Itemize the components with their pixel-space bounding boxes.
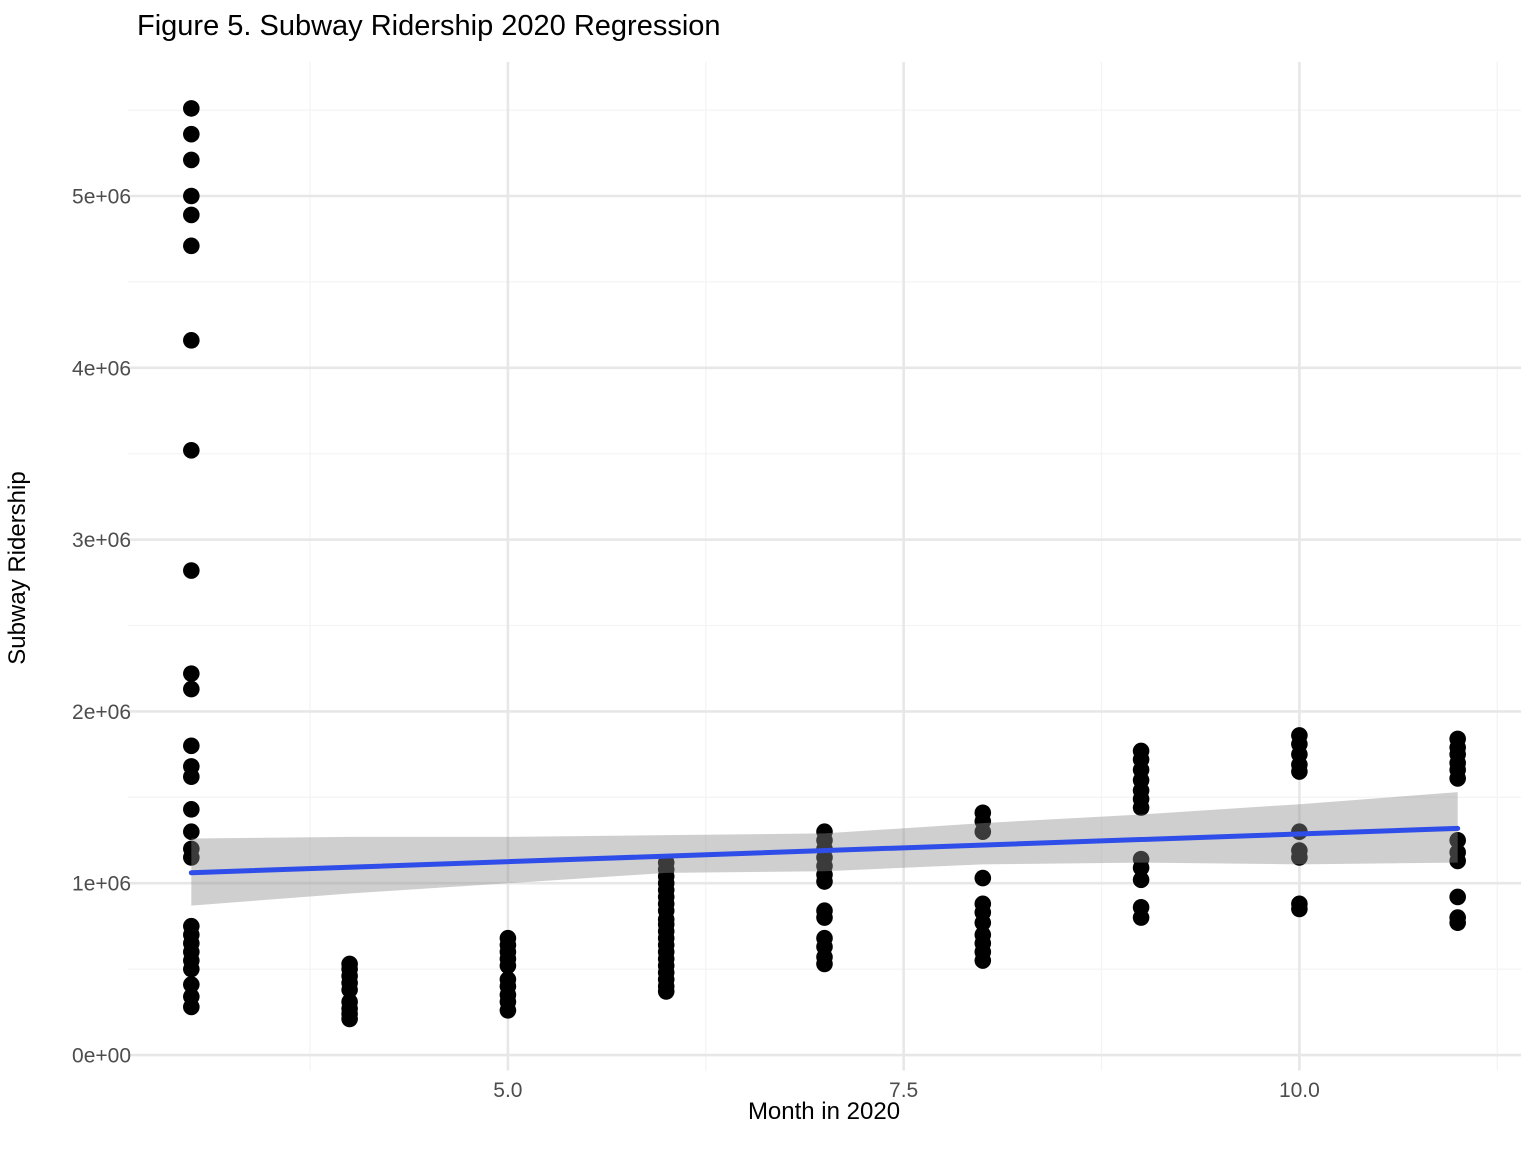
data-point <box>341 1010 358 1028</box>
y-tick-label: 5e+06 <box>72 186 131 209</box>
regression-line <box>188 825 1461 876</box>
data-point <box>1449 770 1466 787</box>
x-tick-label: 10.0 <box>1279 1079 1320 1102</box>
data-point <box>974 952 992 969</box>
data-point <box>183 187 200 205</box>
data-point <box>816 873 833 890</box>
data-point <box>183 960 200 978</box>
data-point <box>974 914 992 932</box>
data-point <box>1132 799 1150 816</box>
data-point <box>816 909 833 926</box>
data-point <box>183 125 200 143</box>
data-point <box>183 237 200 255</box>
data-point <box>1449 831 1466 849</box>
y-tick-label: 0e+00 <box>72 1045 131 1068</box>
data-point <box>1449 888 1466 906</box>
data-point <box>1291 849 1308 866</box>
data-point <box>974 869 992 887</box>
y-tick-label: 2e+06 <box>72 701 131 724</box>
data-point <box>183 976 200 993</box>
data-point <box>183 737 200 755</box>
data-point <box>657 983 675 1000</box>
data-point <box>1132 871 1150 889</box>
y-axis-title: Subway Ridership <box>4 471 31 665</box>
data-point <box>183 100 200 117</box>
data-point <box>816 955 833 973</box>
data-point <box>499 1002 517 1019</box>
data-point <box>183 562 200 579</box>
x-tick-label: 7.5 <box>889 1079 918 1102</box>
x-tick-label: 5.0 <box>493 1079 522 1102</box>
data-point <box>183 849 200 866</box>
data-point <box>183 441 200 459</box>
data-point <box>1132 859 1150 877</box>
chart-title: Figure 5. Subway Ridership 2020 Regressi… <box>137 10 721 42</box>
data-point <box>183 332 200 349</box>
data-point <box>183 768 200 786</box>
data-point <box>183 680 200 698</box>
data-point <box>1291 900 1308 918</box>
y-tick-label: 3e+06 <box>72 529 131 552</box>
data-point <box>183 998 200 1016</box>
data-point <box>183 665 200 682</box>
y-tick-label: 1e+06 <box>72 873 131 896</box>
data-point <box>341 981 358 999</box>
x-axis-title: Month in 2020 <box>747 1098 901 1125</box>
data-point <box>183 151 200 169</box>
data-point <box>183 823 200 840</box>
data-point <box>499 957 517 974</box>
data-point <box>1449 852 1466 870</box>
data-point <box>183 206 200 224</box>
data-point <box>974 823 992 840</box>
y-tick-label: 4e+06 <box>72 357 131 380</box>
data-point <box>183 801 200 818</box>
data-point <box>1291 763 1308 780</box>
data-point <box>1449 914 1466 932</box>
data-point <box>1132 909 1150 926</box>
